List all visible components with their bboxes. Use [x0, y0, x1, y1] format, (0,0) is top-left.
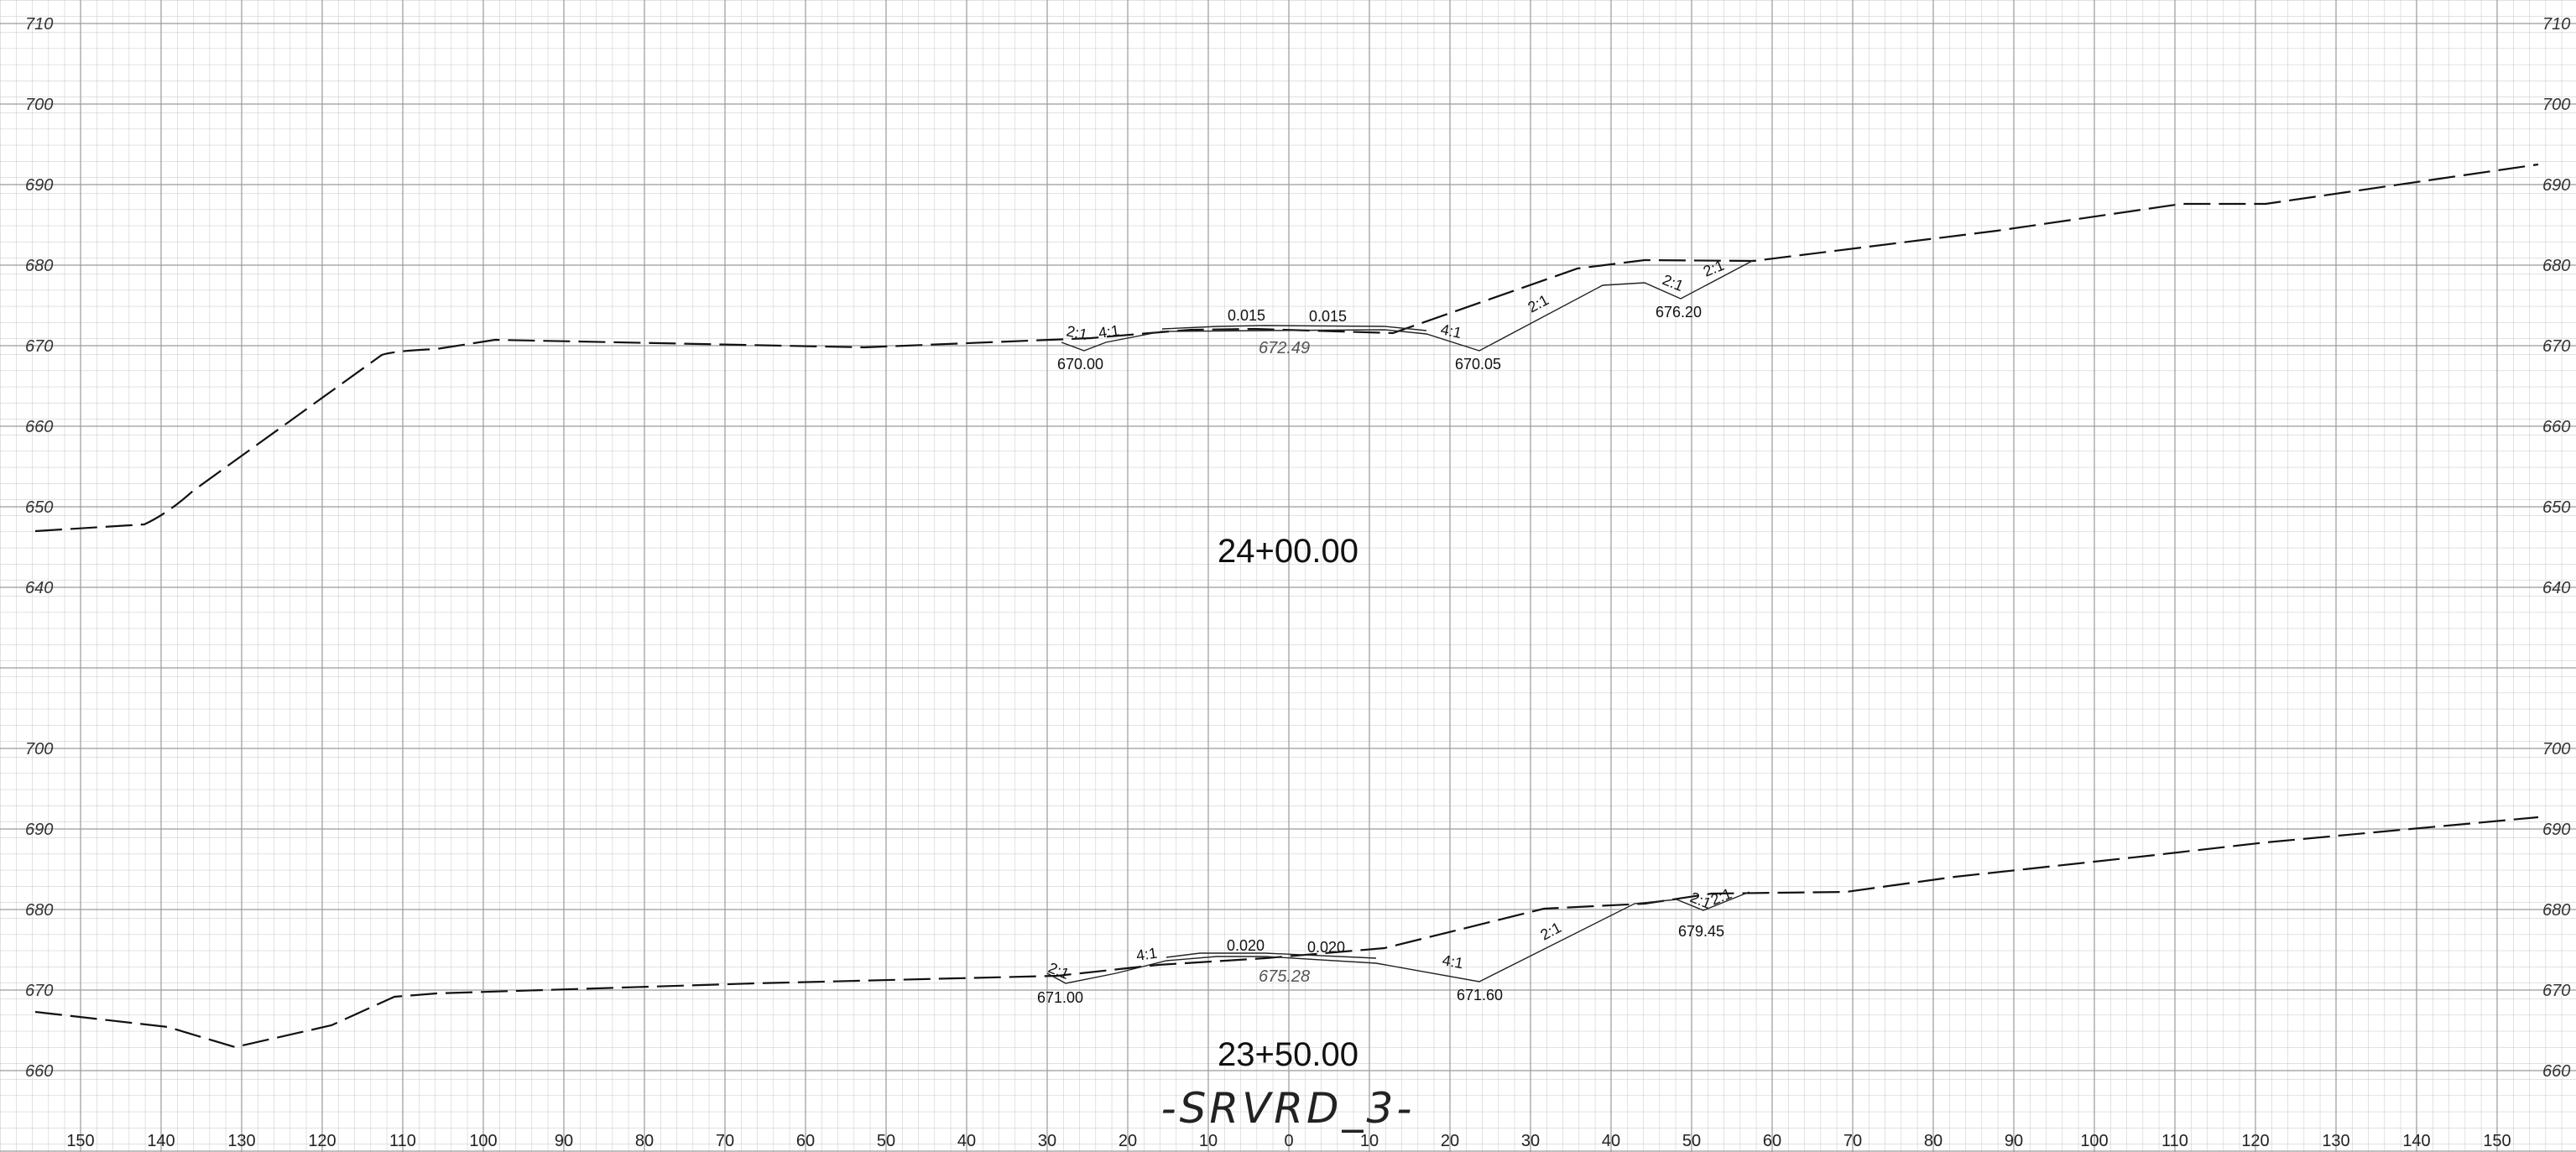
elevation-label: 650 — [25, 498, 53, 517]
offset-label: 140 — [147, 1132, 175, 1150]
elevation-label: 690 — [25, 176, 53, 195]
offset-label: 150 — [2483, 1132, 2511, 1150]
offset-label: 90 — [555, 1132, 573, 1150]
offset-label: 40 — [1602, 1132, 1620, 1150]
elevation-label: 650 — [2542, 498, 2570, 517]
elevation-labels-bottom: 700 700 690 690 680 680 670 670 660 660 — [25, 740, 2570, 1081]
elevation-label: 640 — [25, 579, 53, 597]
offset-label: 10 — [1360, 1132, 1379, 1150]
elevation-label: 660 — [25, 418, 53, 436]
offset-label: 40 — [957, 1132, 976, 1150]
offset-label: 90 — [2005, 1132, 2023, 1150]
sheet-title: -SRVRD_3- — [1161, 1084, 1416, 1133]
existing-ground-line — [34, 163, 2539, 533]
slope-label: 4:1 — [1135, 945, 1159, 964]
offset-label: 100 — [469, 1132, 497, 1150]
elevation-callout: 679.45 — [1678, 923, 1724, 940]
centerline-elevation: 675.28 — [1259, 967, 1310, 986]
elevation-label: 700 — [25, 740, 53, 758]
elevation-label: 670 — [2542, 982, 2570, 1000]
offset-label: 60 — [1763, 1132, 1781, 1150]
slope-label: 4:1 — [1098, 322, 1121, 341]
cross-slope-label: 0.020 — [1307, 939, 1345, 956]
slope-label: 4:1 — [1441, 951, 1464, 972]
offset-label: 130 — [2322, 1132, 2349, 1150]
elevation-label: 690 — [2542, 821, 2570, 839]
offset-label: 120 — [2241, 1132, 2269, 1150]
offset-label: 20 — [1119, 1132, 1137, 1150]
station-label: 24+00.00 — [1218, 533, 1358, 570]
offset-label: 50 — [1682, 1132, 1701, 1150]
offset-axis-labels: 150 140 130 120 110 100 90 80 70 60 50 40 30 20 10 0 10 2… — [66, 1132, 2511, 1150]
elevation-label: 680 — [2542, 257, 2570, 275]
proposed-pavement-top — [1165, 952, 1377, 959]
existing-ground-line — [34, 816, 2539, 1049]
elevation-label: 670 — [2542, 337, 2570, 356]
elevation-label: 710 — [25, 15, 53, 34]
elevation-label: 700 — [2542, 740, 2570, 758]
offset-label: 30 — [1038, 1132, 1056, 1150]
elevation-label: 710 — [2542, 15, 2570, 34]
offset-label: 120 — [308, 1132, 336, 1150]
offset-label: 60 — [796, 1132, 815, 1150]
elevation-callout: 676.20 — [1656, 304, 1702, 321]
elevation-callout: 670.05 — [1455, 356, 1501, 373]
elevation-label: 700 — [25, 96, 53, 114]
elevation-label: 660 — [2542, 1062, 2570, 1081]
elevation-callout: 671.00 — [1037, 989, 1083, 1006]
elevation-callout: 671.60 — [1457, 987, 1503, 1003]
elevation-label: 640 — [2542, 579, 2570, 597]
offset-label: 70 — [1843, 1132, 1862, 1150]
offset-label: 100 — [2080, 1132, 2108, 1150]
elevation-label: 670 — [25, 982, 53, 1000]
proposed-section-line — [1061, 259, 1755, 352]
elevation-label: 680 — [2542, 901, 2570, 920]
cross-slope-label: 0.015 — [1309, 308, 1347, 325]
elevation-labels-top: 710 710 700 700 690 690 680 680 670 670 660 660 650 6… — [25, 15, 2570, 597]
centerline-elevation: 672.49 — [1259, 339, 1310, 357]
offset-label: 10 — [1199, 1132, 1218, 1150]
proposed-pavement-top — [1161, 325, 1427, 331]
elevation-label: 680 — [25, 901, 53, 920]
offset-label: 130 — [227, 1132, 255, 1150]
offset-label: 80 — [1924, 1132, 1942, 1150]
cross-slope-label: 0.020 — [1227, 937, 1265, 954]
elevation-label: 670 — [25, 337, 53, 356]
offset-label: 20 — [1441, 1132, 1459, 1150]
offset-label: 0 — [1284, 1132, 1293, 1150]
offset-label: 80 — [635, 1132, 654, 1150]
offset-label: 70 — [716, 1132, 734, 1150]
elevation-label: 680 — [25, 257, 53, 275]
offset-label: 110 — [2161, 1132, 2188, 1150]
proposed-section-line — [1046, 891, 1750, 984]
offset-label: 30 — [1521, 1132, 1540, 1150]
offset-label: 140 — [2402, 1132, 2430, 1150]
elevation-label: 700 — [2542, 96, 2570, 114]
offset-label: 50 — [877, 1132, 895, 1150]
elevation-label: 690 — [2542, 176, 2570, 195]
elevation-label: 690 — [25, 821, 53, 839]
offset-label: 110 — [389, 1132, 416, 1150]
offset-label: 150 — [66, 1132, 94, 1150]
elevation-label: 660 — [2542, 418, 2570, 436]
station-label: 23+50.00 — [1218, 1036, 1358, 1073]
cross-slope-label: 0.015 — [1228, 307, 1265, 324]
elevation-callout: 670.00 — [1057, 356, 1103, 373]
elevation-label: 660 — [25, 1062, 53, 1081]
